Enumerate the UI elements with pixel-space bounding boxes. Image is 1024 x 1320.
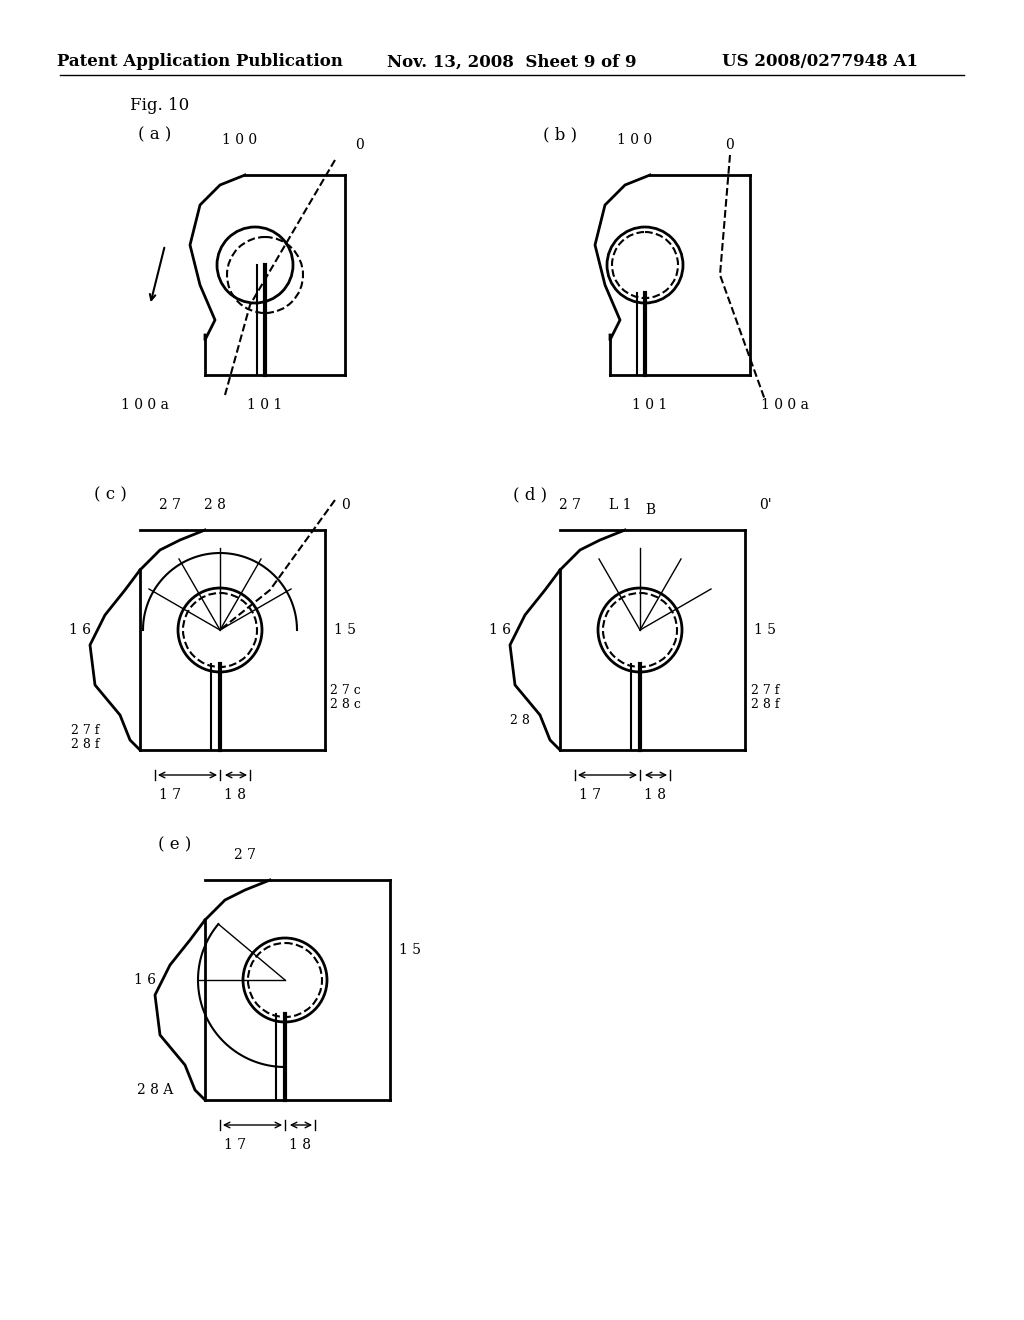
Text: 1 0 0 a: 1 0 0 a bbox=[761, 399, 809, 412]
Text: 1 0 0 a: 1 0 0 a bbox=[121, 399, 169, 412]
Text: L 1: L 1 bbox=[608, 498, 631, 512]
Text: 1 5: 1 5 bbox=[334, 623, 356, 638]
Text: 1 0 0: 1 0 0 bbox=[617, 133, 652, 147]
Text: B: B bbox=[645, 503, 655, 517]
Text: ( c ): ( c ) bbox=[93, 487, 126, 503]
Text: 2 7: 2 7 bbox=[159, 498, 181, 512]
Text: ( a ): ( a ) bbox=[138, 127, 172, 144]
Text: Fig. 10: Fig. 10 bbox=[130, 96, 189, 114]
Text: 2 7 f: 2 7 f bbox=[751, 684, 779, 697]
Text: 2 7: 2 7 bbox=[234, 847, 256, 862]
Text: 1 0 0: 1 0 0 bbox=[222, 133, 258, 147]
Text: 2 7: 2 7 bbox=[559, 498, 581, 512]
Text: 2 8: 2 8 bbox=[510, 714, 530, 726]
Text: 0: 0 bbox=[726, 139, 734, 152]
Text: 1 0 1: 1 0 1 bbox=[248, 399, 283, 412]
Text: 2 8 f: 2 8 f bbox=[751, 698, 779, 711]
Text: 2 8 c: 2 8 c bbox=[330, 698, 360, 711]
Text: 1 8: 1 8 bbox=[644, 788, 666, 803]
Text: 1 0 1: 1 0 1 bbox=[633, 399, 668, 412]
Text: 1 6: 1 6 bbox=[489, 623, 511, 638]
Text: 2 8 A: 2 8 A bbox=[137, 1082, 173, 1097]
Text: ( b ): ( b ) bbox=[543, 127, 578, 144]
Text: 2 7 c: 2 7 c bbox=[330, 684, 360, 697]
Text: 1 7: 1 7 bbox=[224, 1138, 246, 1152]
Text: 1 5: 1 5 bbox=[399, 942, 421, 957]
Text: 2 8: 2 8 bbox=[204, 498, 226, 512]
Text: 0': 0' bbox=[759, 498, 771, 512]
Text: 1 8: 1 8 bbox=[224, 788, 246, 803]
Text: 0: 0 bbox=[341, 498, 349, 512]
Text: Patent Application Publication: Patent Application Publication bbox=[57, 54, 343, 70]
Text: 1 6: 1 6 bbox=[69, 623, 91, 638]
Text: 1 7: 1 7 bbox=[579, 788, 601, 803]
Text: 0: 0 bbox=[355, 139, 365, 152]
Text: 2 8 f: 2 8 f bbox=[71, 738, 99, 751]
Text: 1 5: 1 5 bbox=[754, 623, 776, 638]
Text: ( d ): ( d ) bbox=[513, 487, 547, 503]
Text: Nov. 13, 2008  Sheet 9 of 9: Nov. 13, 2008 Sheet 9 of 9 bbox=[387, 54, 637, 70]
Text: 1 6: 1 6 bbox=[134, 973, 156, 987]
Text: US 2008/0277948 A1: US 2008/0277948 A1 bbox=[722, 54, 918, 70]
Text: 1 8: 1 8 bbox=[289, 1138, 311, 1152]
Text: 1 7: 1 7 bbox=[159, 788, 181, 803]
Text: ( e ): ( e ) bbox=[159, 837, 191, 854]
Text: 2 7 f: 2 7 f bbox=[71, 723, 99, 737]
